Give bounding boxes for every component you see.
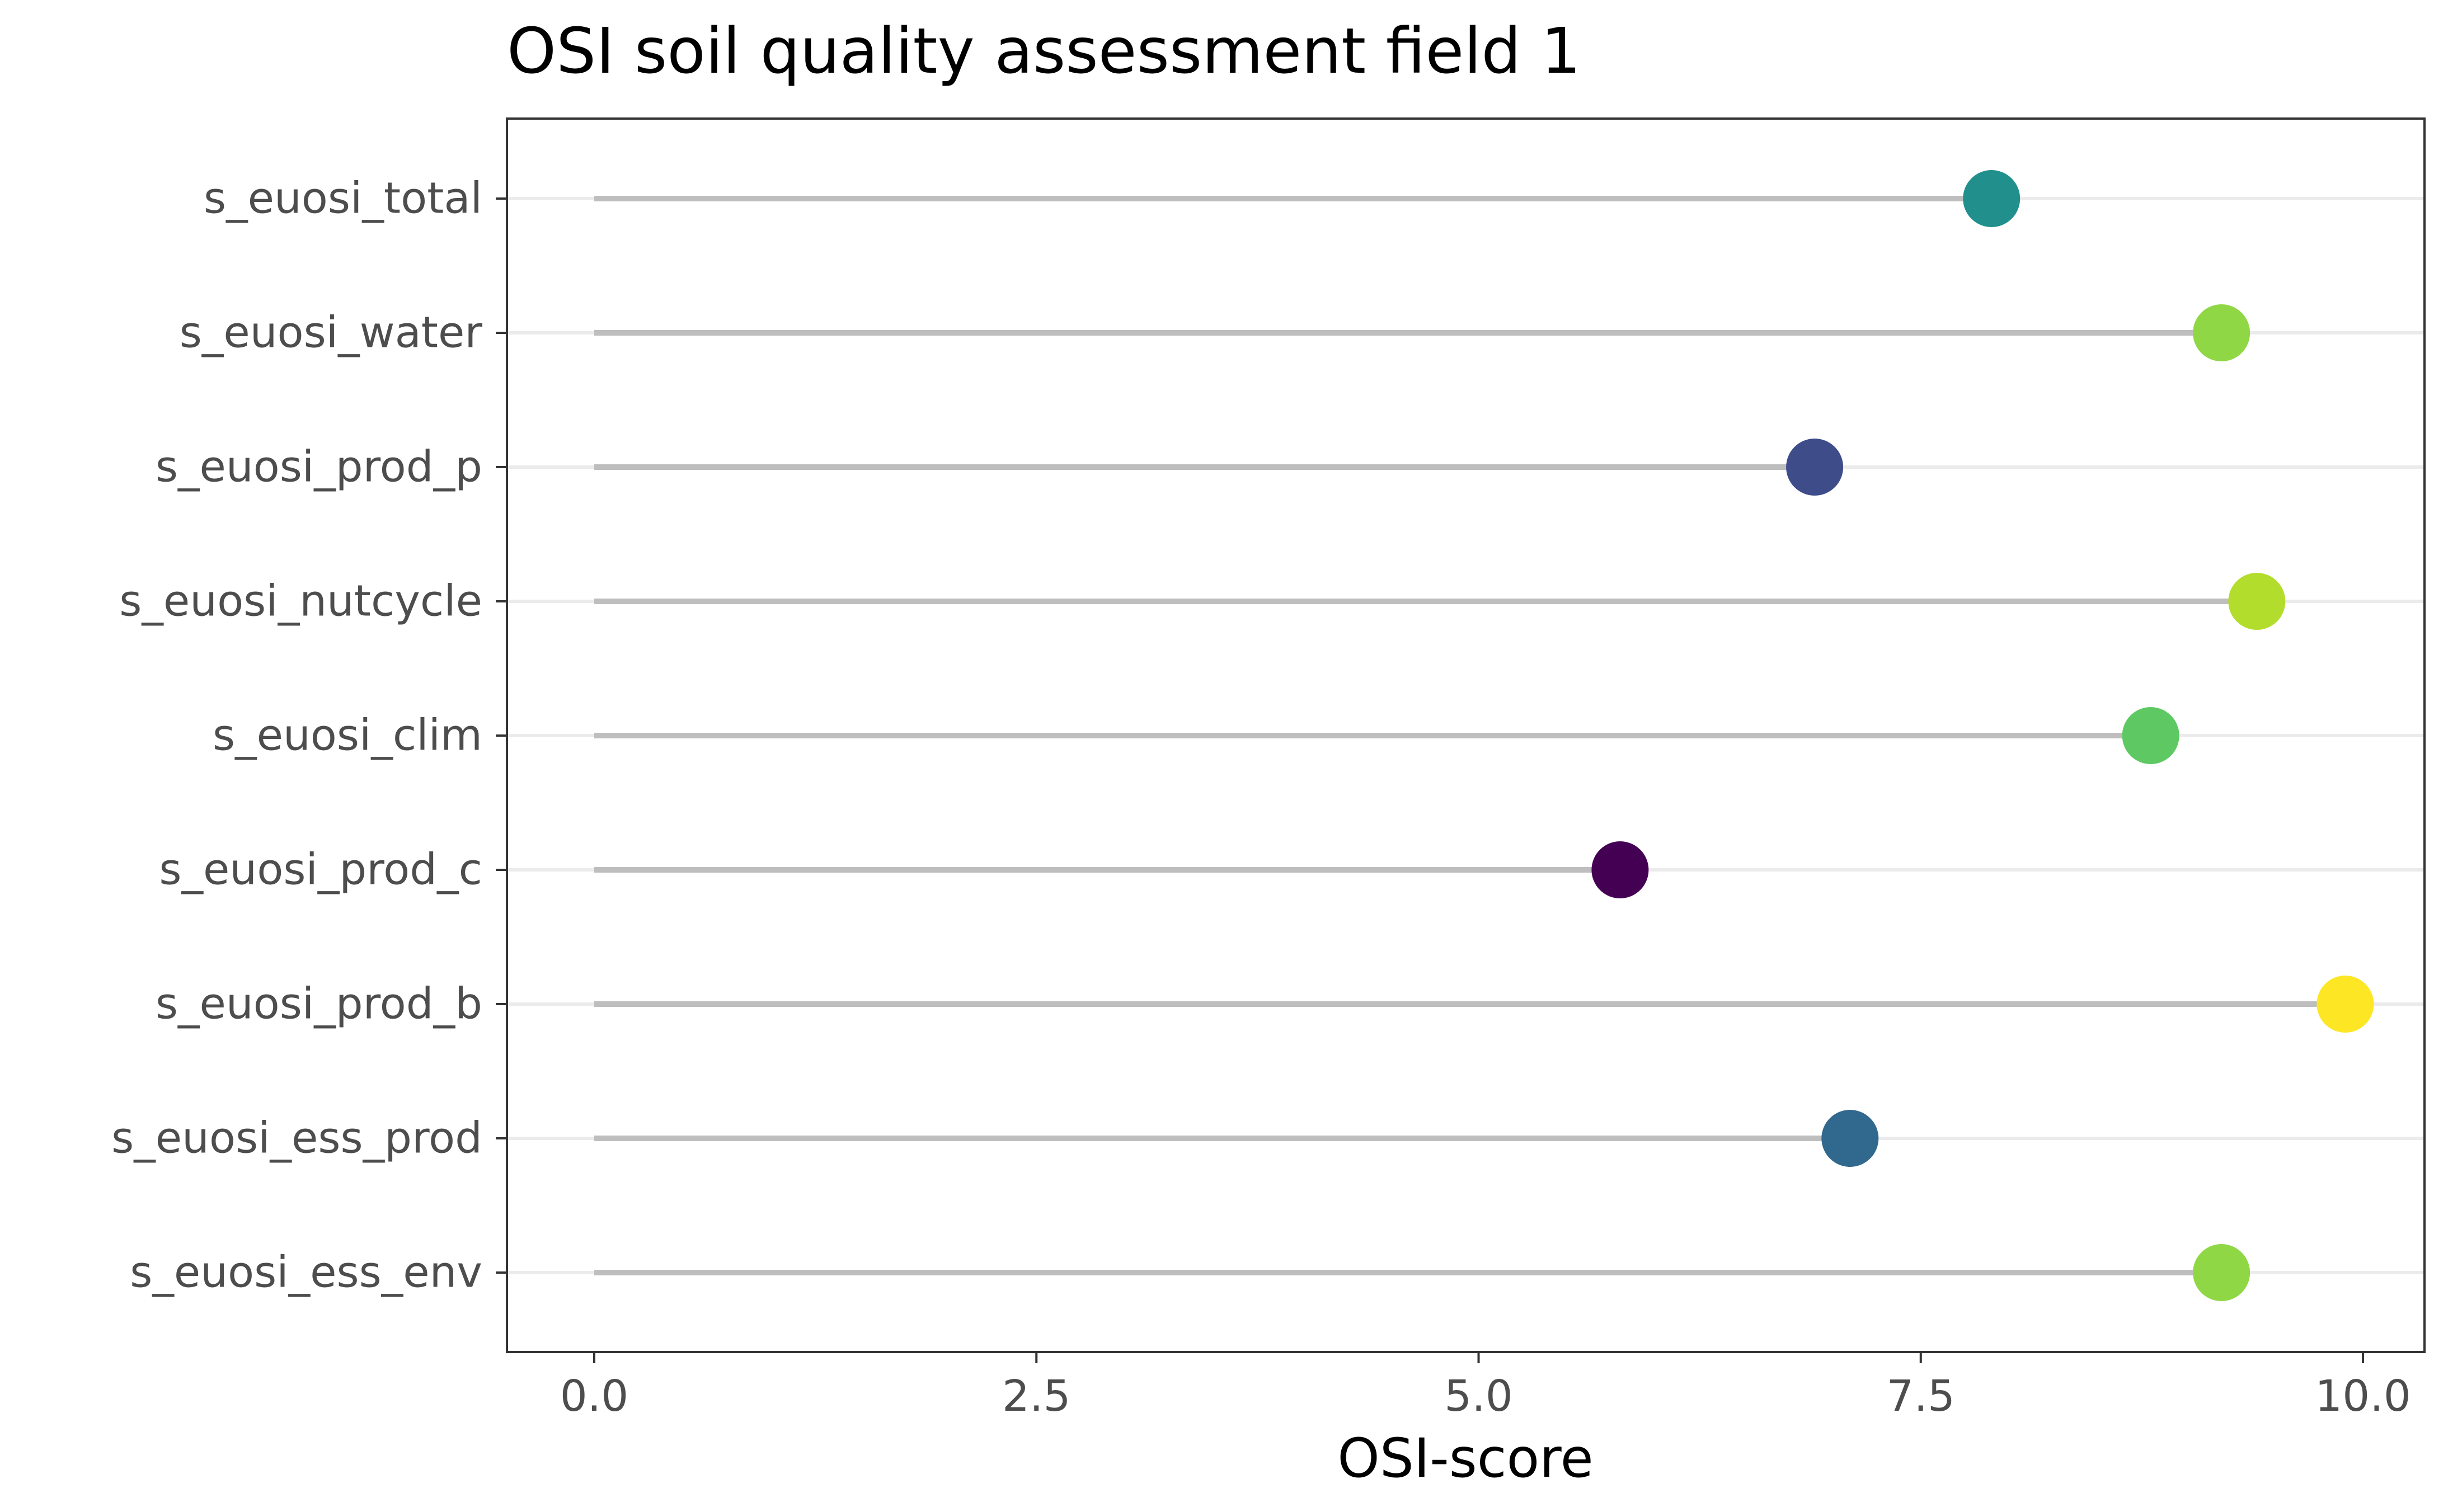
lollipop-point — [2317, 976, 2374, 1033]
lollipop-point — [1821, 1110, 1879, 1167]
lollipop-point — [2193, 1244, 2250, 1301]
y-tick-label: s_euosi_ess_prod — [111, 1114, 482, 1164]
x-tick-label: 5.0 — [1444, 1372, 1512, 1421]
lollipop-point — [2193, 304, 2250, 361]
y-tick-label: s_euosi_prod_p — [156, 442, 482, 492]
y-tick-label: s_euosi_prod_b — [156, 979, 482, 1029]
lollipop-point — [1786, 439, 1844, 496]
x-axis-title: OSI-score — [1337, 1427, 1593, 1490]
x-axis: 0.0 2.5 5.0 7.5 10.0 — [560, 1352, 2411, 1421]
y-tick-label: s_euosi_water — [180, 308, 483, 358]
y-axis: s_euosi_total s_euosi_water s_euosi_prod_p… — [111, 174, 507, 1298]
x-tick-label: 0.0 — [560, 1372, 628, 1421]
lollipop-point — [1963, 170, 2021, 227]
lollipop-stems — [594, 196, 2346, 1275]
y-tick-label: s_euosi_clim — [213, 711, 482, 761]
lollipop-point — [1591, 841, 1649, 898]
x-tick-label: 2.5 — [1002, 1372, 1070, 1421]
y-tick-label: s_euosi_ess_env — [130, 1248, 482, 1298]
x-tick-label: 7.5 — [1887, 1372, 1955, 1421]
lollipop-point — [2228, 573, 2286, 630]
lollipop-point — [2122, 707, 2179, 764]
x-tick-label: 10.0 — [2315, 1372, 2411, 1421]
lollipop-points — [1591, 170, 2374, 1301]
y-tick-label: s_euosi_nutcycle — [119, 577, 482, 627]
y-tick-label: s_euosi_total — [204, 174, 482, 224]
chart-title: OSI soil quality assessment field 1 — [507, 15, 1581, 88]
y-tick-label: s_euosi_prod_c — [159, 845, 482, 895]
